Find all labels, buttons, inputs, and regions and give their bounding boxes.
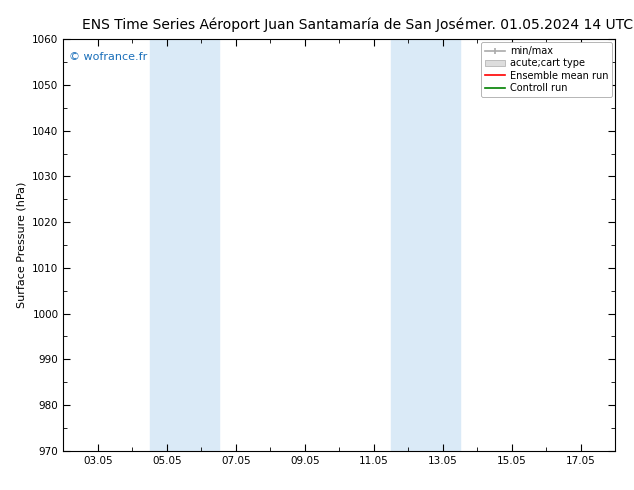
Legend: min/max, acute;cart type, Ensemble mean run, Controll run: min/max, acute;cart type, Ensemble mean … (481, 42, 612, 97)
Text: mer. 01.05.2024 14 UTC: mer. 01.05.2024 14 UTC (465, 18, 633, 32)
Text: © wofrance.fr: © wofrance.fr (69, 51, 147, 62)
Y-axis label: Surface Pressure (hPa): Surface Pressure (hPa) (16, 182, 27, 308)
Text: ENS Time Series Aéroport Juan Santamaría de San José: ENS Time Series Aéroport Juan Santamaría… (82, 17, 464, 32)
Bar (150, 39, 219, 451)
Bar (391, 39, 460, 451)
